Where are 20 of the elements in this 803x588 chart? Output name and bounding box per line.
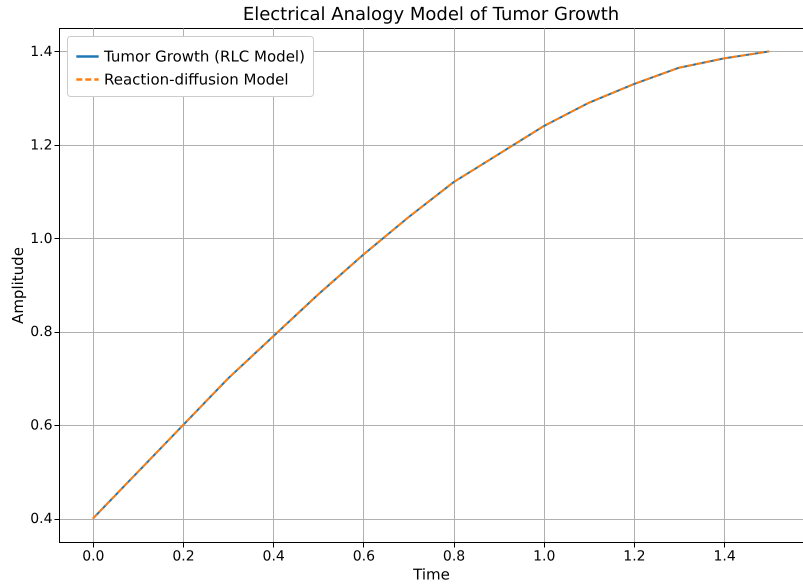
x-tick-label: 0.4	[262, 548, 285, 564]
x-tick-label: 0.8	[442, 548, 466, 564]
y-tick-label: 1.0	[30, 230, 52, 247]
x-axis-title: Time	[412, 566, 450, 584]
x-tick-label: 0.2	[172, 548, 195, 564]
y-tick-label: 1.4	[30, 44, 53, 60]
y-tick-label: 1.2	[30, 137, 52, 154]
x-tick-label: 0.6	[352, 548, 376, 564]
x-tick-label: 1.4	[713, 548, 736, 564]
x-tick-label: 0.0	[82, 548, 104, 564]
x-tick-label: 1.2	[623, 548, 646, 564]
y-tick-label: 0.4	[30, 511, 53, 528]
y-tick-label: 0.8	[30, 324, 52, 340]
legend-label: Reaction-diffusion Model	[104, 70, 289, 88]
chart-title: Electrical Analogy Model of Tumor Growth	[242, 4, 620, 25]
y-tick-label: 0.6	[30, 418, 53, 434]
x-tick-label: 1.0	[533, 548, 556, 564]
y-axis-title: Amplitude	[9, 247, 28, 324]
legend-label: Tumor Growth (RLC Model)	[103, 48, 305, 66]
line-series	[92, 50, 770, 520]
